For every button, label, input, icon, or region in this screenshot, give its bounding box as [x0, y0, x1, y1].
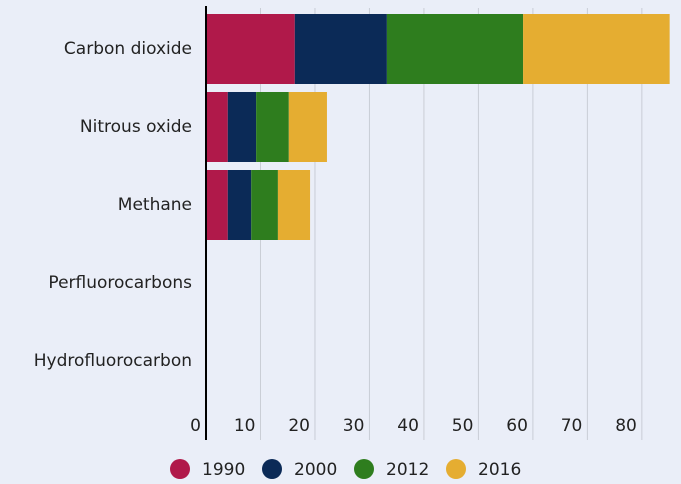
bar-segment [206, 92, 228, 162]
x-tick-label: 30 [343, 416, 365, 436]
x-tick-label: 0 [190, 416, 201, 436]
bar-segment [251, 170, 278, 240]
legend-label: 2016 [478, 460, 521, 480]
x-tick-label: 40 [397, 416, 419, 436]
legend-swatch [354, 459, 374, 479]
legend-label: 2000 [294, 460, 337, 480]
bar-segment [523, 14, 670, 84]
legend-swatch [170, 459, 190, 479]
bar-segment [227, 92, 257, 162]
y-tick-label: Carbon dioxide [64, 39, 192, 59]
x-tick-label: 20 [288, 416, 310, 436]
legend-swatch [262, 459, 282, 479]
bar-segment [206, 14, 295, 84]
bar-segment [227, 170, 252, 240]
bar-segment [206, 170, 228, 240]
y-tick-label: Hydrofluorocarbon [34, 351, 192, 371]
legend-label: 1990 [202, 460, 245, 480]
y-tick-label: Nitrous oxide [80, 117, 192, 137]
legend-swatch [446, 459, 466, 479]
y-tick-label: Perfluorocarbons [48, 273, 192, 293]
x-tick-label: 50 [452, 416, 474, 436]
bar-segment [386, 14, 524, 84]
bar-segment [294, 14, 387, 84]
y-tick-label: Methane [118, 195, 192, 215]
bar-segment [277, 170, 311, 240]
bar-segment [288, 92, 327, 162]
x-tick-label: 80 [615, 416, 637, 436]
x-tick-label: 60 [506, 416, 528, 436]
legend-label: 2012 [386, 460, 429, 480]
x-tick-label: 10 [234, 416, 256, 436]
x-tick-label: 70 [561, 416, 583, 436]
bar-segment [256, 92, 289, 162]
